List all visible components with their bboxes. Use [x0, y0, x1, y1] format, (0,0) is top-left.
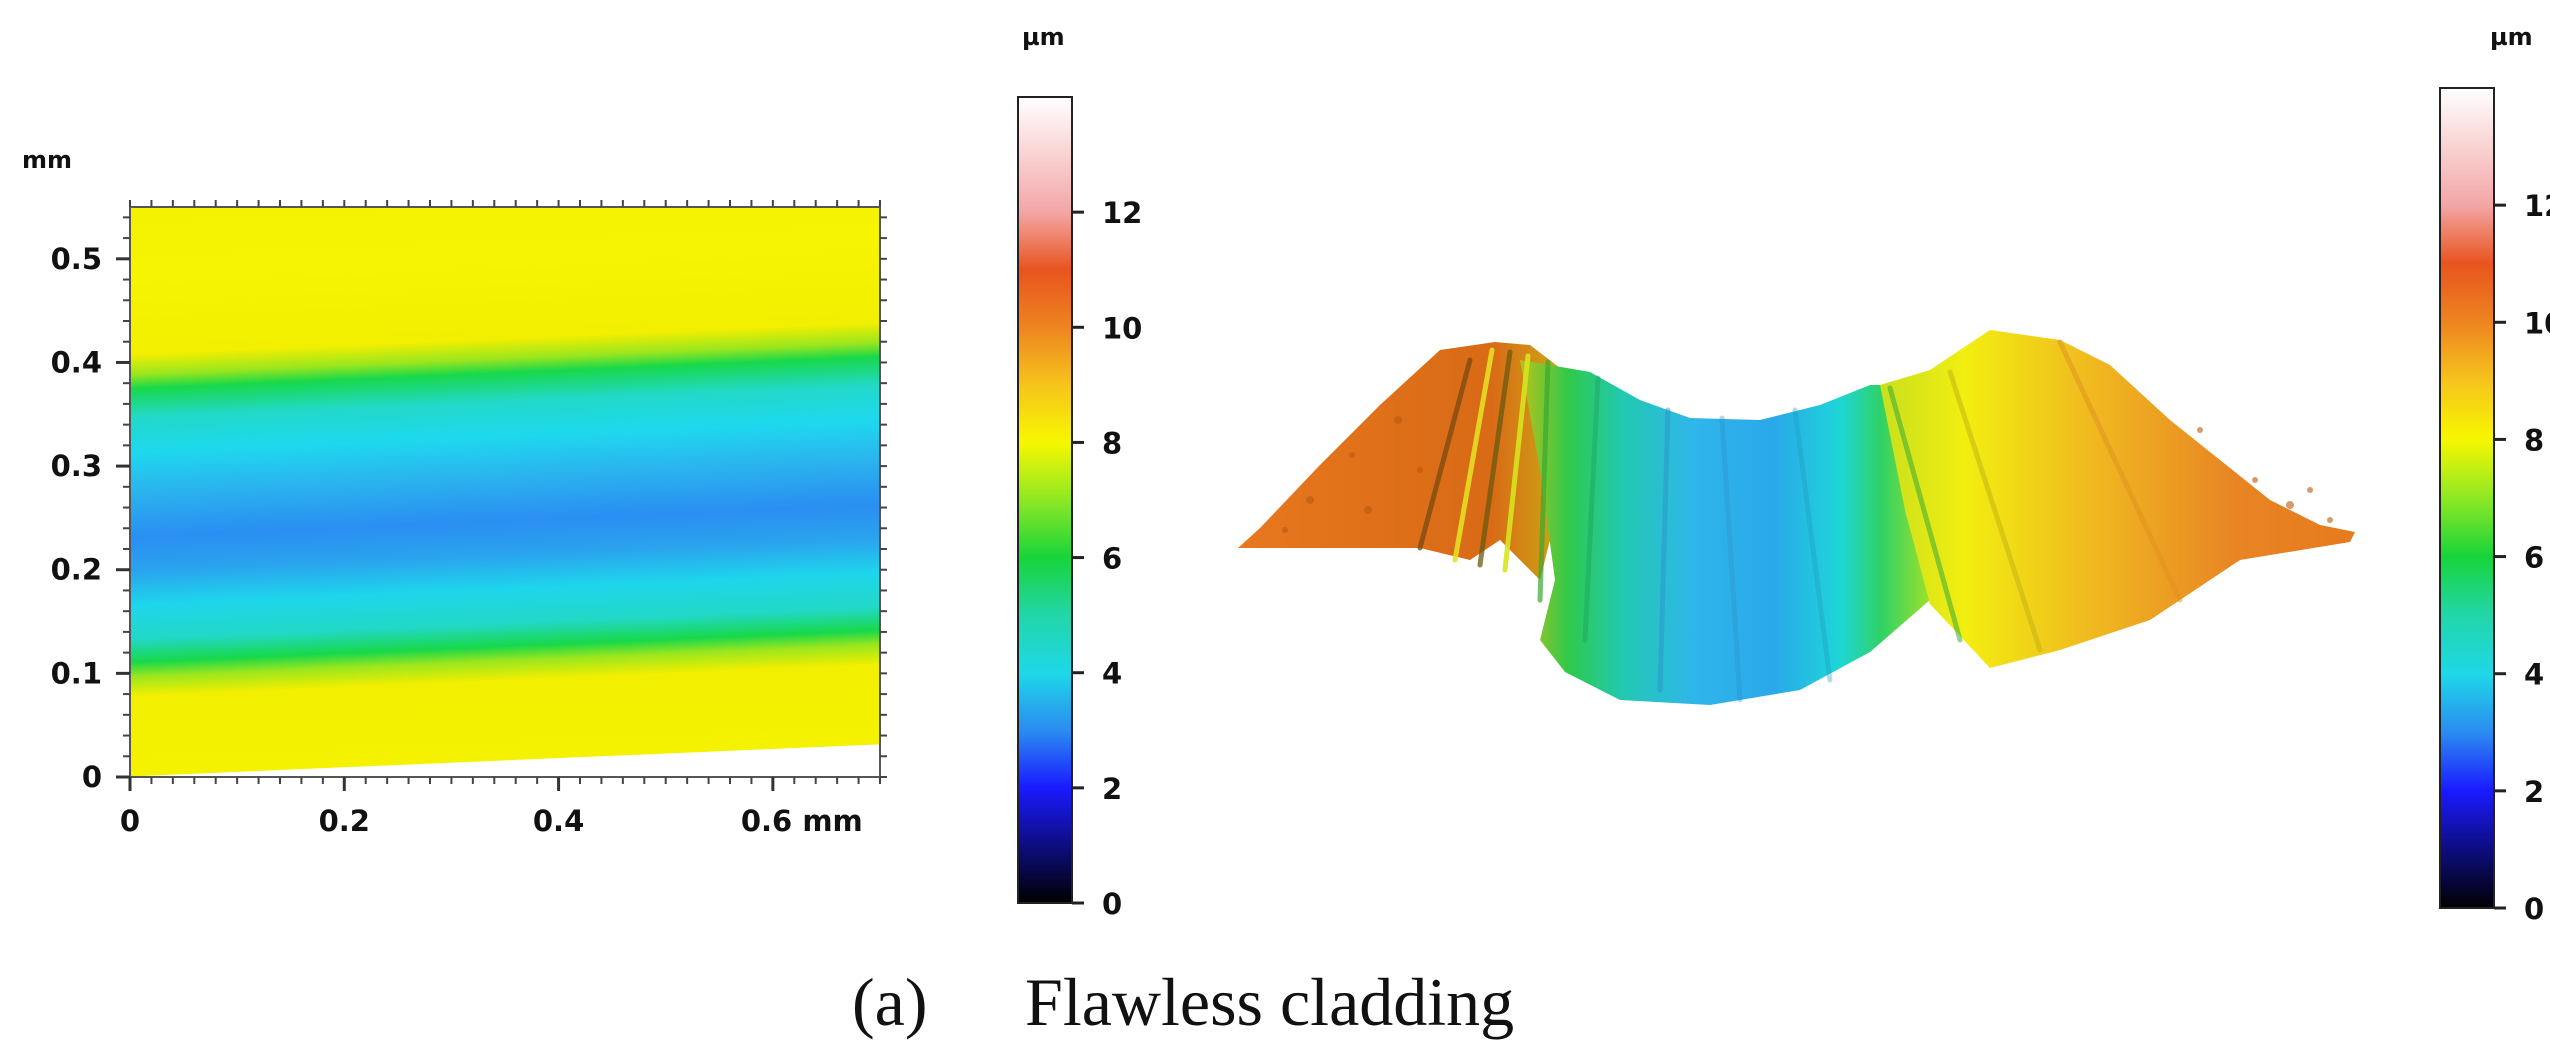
colorbar-unit: µm: [2490, 23, 2533, 51]
surface-roughness-specks: [1282, 416, 2333, 533]
surface-3d-view: [1238, 330, 2355, 705]
heightmap-surface: [130, 207, 880, 777]
y-tick-label: 0.1: [51, 656, 102, 690]
colorbar-tick-label: 2: [1102, 772, 1122, 806]
colorbar-tick-label: 0: [1102, 887, 1122, 921]
heightmap-frame: [129, 206, 881, 778]
figure-caption: (a) Flawless cladding: [852, 964, 1514, 1040]
y-tick-label: 0.4: [51, 345, 102, 379]
colorbar-gradient: [1017, 96, 1073, 904]
colorbar-right: µm 0 2 4 6 8 10 12: [2439, 23, 2550, 926]
colorbar-tick-label: 12: [2524, 189, 2550, 223]
y-axis-ticks: 0 0.1 0.2 0.3 0.4 0.5: [51, 242, 130, 794]
y-tick-label: 0.2: [51, 553, 102, 587]
colorbar-tick-label: 8: [2524, 423, 2544, 457]
heightmap-image: [130, 207, 880, 777]
x-tick-label: 0.2: [319, 804, 370, 838]
surface-striations: [1417, 339, 2183, 703]
surface-left-ridge: [1238, 342, 1575, 580]
colorbar-unit: µm: [1022, 23, 1065, 51]
surface-right-ridge: [1880, 330, 2355, 668]
x-axis-ticks: 0 0.2 0.4 0.6 mm: [120, 777, 863, 838]
surface-valley: [1520, 360, 1930, 705]
colorbar-tick-label: 2: [2524, 775, 2544, 809]
colorbar-tick-label: 6: [1102, 542, 1122, 576]
colorbar-left: µm 0 2 4 6 8 10 12: [1017, 23, 1142, 921]
colorbar-tick-label: 6: [2524, 541, 2544, 575]
colorbar-tick-label: 10: [1102, 311, 1142, 345]
y-tick-label: 0.3: [51, 449, 102, 483]
colorbar-tick-label: 4: [1102, 657, 1122, 691]
caption-text: Flawless cladding: [1025, 964, 1514, 1040]
colorbar-tick-label: 0: [2524, 892, 2544, 926]
caption-label: (a): [852, 964, 927, 1040]
x-tick-label: 0.4: [533, 804, 584, 838]
x-tick-label: 0.6 mm: [741, 804, 863, 838]
minor-ticks: [123, 200, 887, 784]
colorbar-gradient: [2439, 87, 2495, 909]
colorbar-tick-label: 8: [1102, 426, 1122, 460]
colorbar-tick-label: 12: [1102, 196, 1142, 230]
heightmap-2d: 0 0.2 0.4 0.6 mm 0 0.1 0.2 0.3 0.4 0.5 mm: [22, 146, 887, 838]
y-tick-label: 0: [82, 760, 102, 794]
colorbar-tick-label: 4: [2524, 658, 2544, 692]
x-tick-label: 0: [120, 804, 140, 838]
y-axis-unit: mm: [22, 146, 72, 174]
colorbar-tick-label: 10: [2524, 306, 2550, 340]
y-tick-label: 0.5: [51, 242, 102, 276]
